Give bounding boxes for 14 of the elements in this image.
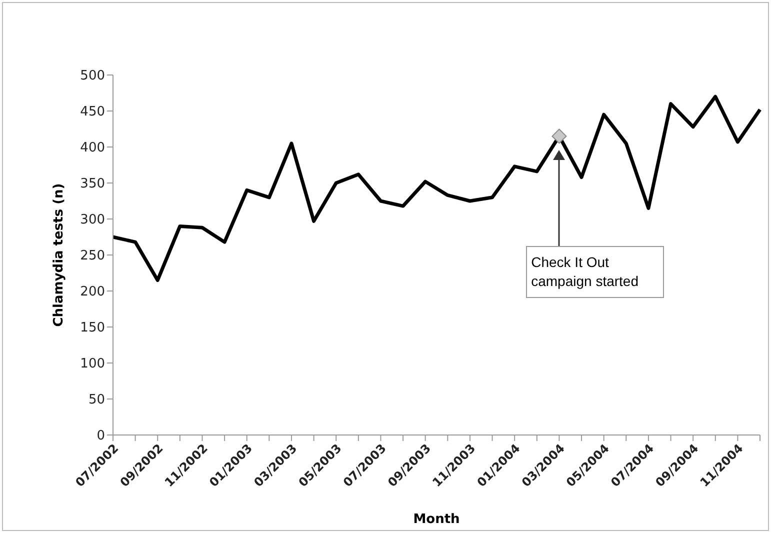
x-axis-title: Month: [413, 512, 460, 527]
y-tick-label: 450: [80, 104, 105, 120]
y-tick-label: 300: [80, 212, 105, 228]
y-tick-label: 350: [80, 176, 105, 192]
y-tick-label: 0: [96, 428, 105, 444]
annotation: Check It Out campaign started: [526, 246, 664, 298]
y-tick-label: 200: [80, 284, 105, 300]
y-axis-title: Chlamydia tests (n): [52, 183, 67, 327]
y-tick-label: 250: [80, 248, 105, 264]
y-tick-label: 50: [88, 392, 105, 408]
y-tick-label: 400: [80, 140, 105, 156]
y-tick-label: 100: [80, 356, 105, 372]
y-tick-label: 500: [80, 68, 105, 84]
y-tick-label: 150: [80, 320, 105, 336]
